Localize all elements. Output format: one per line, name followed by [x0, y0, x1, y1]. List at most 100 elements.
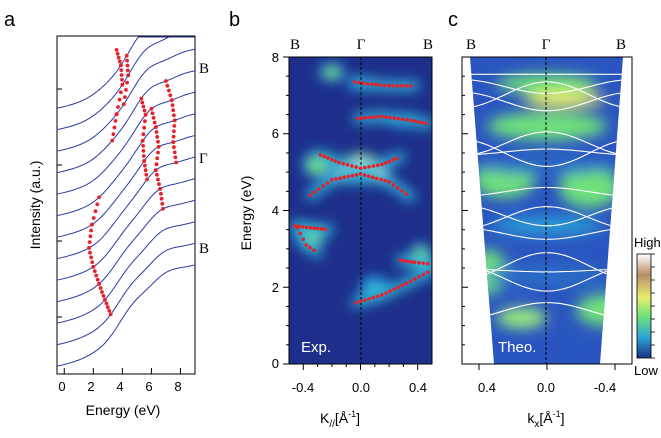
band-marker [358, 172, 363, 176]
band-marker [387, 159, 392, 164]
peak-marker [91, 216, 96, 220]
panel-c-ticks [462, 56, 616, 370]
band-marker [330, 178, 334, 182]
panel-a-xlabel: Energy (eV) [86, 402, 161, 418]
band-marker [395, 156, 399, 161]
peak-marker [108, 312, 113, 317]
peak-marker [142, 125, 147, 130]
band-marker [298, 231, 303, 236]
intensity-spot [323, 66, 341, 79]
panel-c: c 0.4 0.0 -0.4 kx[Å-1] B Γ B Theo. [448, 9, 633, 430]
theory-band-line [470, 227, 623, 240]
band-marker [375, 176, 379, 181]
panel-b-ticks [283, 56, 419, 370]
band-marker [400, 84, 404, 88]
band-marker [400, 117, 405, 121]
band-marker [380, 162, 384, 167]
peak-marker [89, 255, 93, 260]
panel-b-band-markers [292, 80, 430, 305]
band-marker [378, 83, 383, 87]
peak-marker [90, 260, 95, 264]
panel-b-ylabel: Energy (eV) [238, 176, 254, 251]
panel-c-xtick-2: -0.4 [594, 380, 616, 395]
peak-marker [112, 125, 117, 130]
band-marker [388, 289, 392, 293]
peak-marker [154, 162, 159, 167]
peak-marker [150, 111, 155, 116]
panel-c-xlabel: kx[Å-1] [527, 409, 564, 430]
panel-a-ylabel: Intensity (a.u.) [27, 161, 43, 250]
peak-marker [140, 138, 145, 143]
peak-marker [142, 108, 147, 113]
peak-marker [87, 240, 92, 245]
peak-marker [149, 106, 154, 111]
peak-marker [160, 201, 165, 206]
panel-b-xtick-0: -0.4 [292, 380, 314, 395]
peak-marker [91, 264, 96, 269]
colorbar-gradient [636, 253, 652, 359]
peak-marker [155, 172, 159, 177]
spectrum-curve [56, 48, 196, 152]
peak-marker [120, 77, 124, 82]
band-marker [308, 193, 313, 197]
peak-marker [111, 132, 116, 137]
panel-a: a 0 2 4 6 8 Energy (eV) Intensity (a.u.)… [4, 9, 209, 418]
panel-c-heatmap [470, 73, 623, 328]
peak-marker [125, 80, 129, 85]
band-marker [365, 82, 370, 86]
peak-marker [114, 48, 119, 52]
band-marker [395, 186, 400, 190]
band-marker [367, 165, 371, 169]
peak-marker [126, 73, 131, 78]
peak-marker [143, 112, 148, 117]
peak-marker [156, 139, 160, 144]
peak-marker [172, 150, 177, 155]
peak-marker [142, 159, 147, 163]
peak-marker [141, 104, 146, 109]
peak-marker [171, 108, 176, 113]
band-marker [342, 175, 347, 180]
intensity-spot [497, 73, 597, 94]
band-marker [425, 261, 430, 266]
band-marker [384, 115, 388, 119]
theory-band-line [470, 186, 623, 197]
panel-a-kpoint-mid: Γ [199, 151, 208, 167]
panel-a-xtick-1: 2 [87, 379, 94, 394]
peak-marker [115, 51, 120, 56]
band-marker [359, 116, 364, 120]
band-marker [404, 84, 409, 88]
peak-marker [159, 191, 163, 196]
peak-marker [123, 95, 127, 99]
peak-marker [161, 206, 165, 211]
band-marker [421, 261, 426, 266]
peak-marker [101, 294, 106, 298]
peak-marker [121, 102, 126, 107]
peak-marker [113, 119, 118, 123]
panel-b-ytick-0: 0 [272, 356, 279, 371]
peak-marker [125, 68, 130, 73]
panel-c-inset-label: Theo. [498, 339, 536, 356]
band-marker [417, 261, 421, 265]
band-marker [345, 163, 350, 167]
theory-band-line [470, 91, 623, 112]
band-marker [413, 260, 417, 265]
peak-marker [141, 149, 146, 153]
peak-marker [143, 163, 147, 168]
peak-marker [171, 134, 176, 139]
panel-a-kpoint-top: B [199, 61, 209, 77]
panel-a-xtick-4: 8 [174, 379, 181, 394]
spectrum-curve [56, 242, 196, 346]
band-marker [425, 270, 430, 275]
panel-b-kpoint-gamma: Γ [357, 37, 366, 53]
panel-b-ytick-3: 6 [272, 126, 279, 141]
colorbar: High Low [634, 235, 661, 378]
panel-c-letter: c [448, 9, 458, 31]
band-marker [341, 161, 346, 166]
peak-marker [171, 140, 176, 145]
band-marker [383, 83, 387, 88]
band-marker [301, 237, 306, 242]
band-marker [308, 226, 313, 230]
spectrum-curve [56, 156, 196, 260]
band-marker [367, 297, 371, 301]
peak-marker [169, 98, 174, 102]
